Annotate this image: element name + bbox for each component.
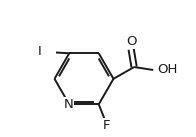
Text: O: O (126, 35, 136, 48)
Text: OH: OH (157, 63, 177, 76)
Text: N: N (64, 98, 73, 111)
Text: F: F (102, 119, 110, 132)
Text: I: I (37, 45, 41, 58)
